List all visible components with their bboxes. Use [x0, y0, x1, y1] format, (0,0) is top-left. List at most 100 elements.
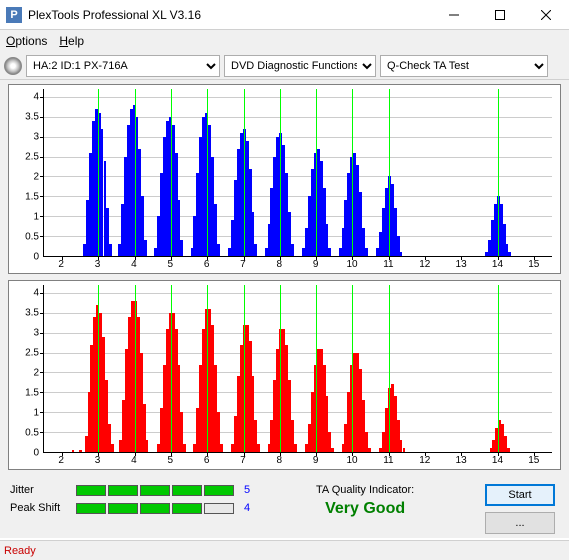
bar	[220, 444, 223, 452]
reference-line	[171, 89, 172, 256]
ytick-label: 1.5	[25, 192, 39, 203]
ytick-label: 2	[33, 367, 39, 378]
led	[140, 503, 170, 514]
quality-value: Very Good	[325, 500, 405, 518]
peakshift-leds	[76, 503, 234, 514]
led	[204, 503, 234, 514]
reference-line	[135, 285, 136, 452]
titlebar: P PlexTools Professional XL V3.16	[0, 0, 569, 30]
bar	[368, 448, 371, 452]
bar	[146, 440, 149, 452]
ytick-label: 0.5	[25, 428, 39, 439]
led	[204, 485, 234, 496]
jitter-label: Jitter	[10, 484, 70, 496]
ytick-label: 0.5	[25, 232, 39, 243]
led	[108, 485, 138, 496]
bar	[254, 244, 257, 256]
chart-top-plot	[43, 89, 552, 257]
chart-bottom-plot	[43, 285, 552, 453]
xtick-label: 5	[167, 455, 173, 466]
led	[108, 503, 138, 514]
bar	[257, 444, 260, 452]
xtick-label: 9	[313, 455, 319, 466]
xtick-label: 12	[419, 455, 430, 466]
bar	[507, 448, 510, 452]
menubar: Options Help	[0, 30, 569, 52]
ytick-label: 2.5	[25, 151, 39, 162]
reference-line	[244, 285, 245, 452]
disc-icon	[4, 57, 22, 75]
chart-top: 00.511.522.533.5423456789101112131415	[8, 84, 561, 274]
reference-line	[171, 285, 172, 452]
reference-line	[316, 89, 317, 256]
bar	[331, 448, 334, 452]
ytick-label: 3.5	[25, 111, 39, 122]
bar	[365, 248, 368, 256]
chart-bottom: 00.511.522.533.5423456789101112131415	[8, 280, 561, 470]
peakshift-label: Peak Shift	[10, 502, 70, 514]
reference-line	[207, 285, 208, 452]
test-select[interactable]: Q-Check TA Test	[380, 55, 548, 77]
reference-line	[280, 89, 281, 256]
xtick-label: 2	[58, 455, 64, 466]
maximize-button[interactable]	[477, 0, 523, 30]
ytick-label: 4	[33, 288, 39, 299]
ytick-label: 3	[33, 131, 39, 142]
more-button[interactable]: ...	[485, 512, 555, 534]
bar	[109, 244, 112, 256]
xtick-label: 8	[277, 259, 283, 270]
close-button[interactable]	[523, 0, 569, 30]
footer: Jitter 5 Peak Shift 4 TA Quality Indicat…	[0, 478, 569, 538]
reference-line	[135, 89, 136, 256]
chart-top-xaxis: 23456789101112131415	[9, 257, 560, 273]
led	[76, 503, 106, 514]
chart-top-yaxis: 00.511.522.533.54	[9, 85, 43, 273]
menu-options[interactable]: Options	[6, 34, 47, 48]
bar	[180, 240, 183, 256]
menu-help[interactable]: Help	[59, 34, 84, 48]
bar	[79, 450, 82, 452]
app-icon: P	[6, 7, 22, 23]
chart-bottom-xaxis: 23456789101112131415	[9, 453, 560, 469]
bar	[72, 450, 75, 452]
minimize-button[interactable]	[431, 0, 477, 30]
ytick-label: 4	[33, 92, 39, 103]
metrics: Jitter 5 Peak Shift 4	[10, 484, 256, 514]
ytick-label: 1	[33, 212, 39, 223]
ytick-label: 1.5	[25, 388, 39, 399]
bar	[111, 444, 114, 452]
xtick-label: 6	[204, 259, 210, 270]
xtick-label: 4	[131, 455, 137, 466]
reference-line	[389, 285, 390, 452]
bar	[403, 448, 406, 452]
drive-select[interactable]: HA:2 ID:1 PX-716A	[26, 55, 220, 77]
xtick-label: 13	[456, 455, 467, 466]
bar	[291, 244, 294, 256]
reference-line	[352, 89, 353, 256]
ytick-label: 1	[33, 408, 39, 419]
bar	[144, 240, 147, 256]
ytick-label: 2.5	[25, 347, 39, 358]
category-select[interactable]: DVD Diagnostic Functions	[224, 55, 376, 77]
led	[76, 485, 106, 496]
jitter-leds	[76, 485, 234, 496]
xtick-label: 3	[95, 455, 101, 466]
xtick-label: 7	[240, 259, 246, 270]
reference-line	[498, 89, 499, 256]
peakshift-value: 4	[244, 502, 256, 514]
reference-line	[98, 89, 99, 256]
toolbar: HA:2 ID:1 PX-716A DVD Diagnostic Functio…	[0, 52, 569, 80]
xtick-label: 6	[204, 455, 210, 466]
jitter-value: 5	[244, 484, 256, 496]
reference-line	[280, 285, 281, 452]
xtick-label: 12	[419, 259, 430, 270]
led	[172, 503, 202, 514]
charts-area: 00.511.522.533.5423456789101112131415 00…	[0, 80, 569, 478]
xtick-label: 9	[313, 259, 319, 270]
xtick-label: 13	[456, 259, 467, 270]
ytick-label: 3	[33, 327, 39, 338]
reference-line	[316, 285, 317, 452]
start-button[interactable]: Start	[485, 484, 555, 506]
bar	[400, 252, 403, 256]
metric-jitter: Jitter 5	[10, 484, 256, 496]
